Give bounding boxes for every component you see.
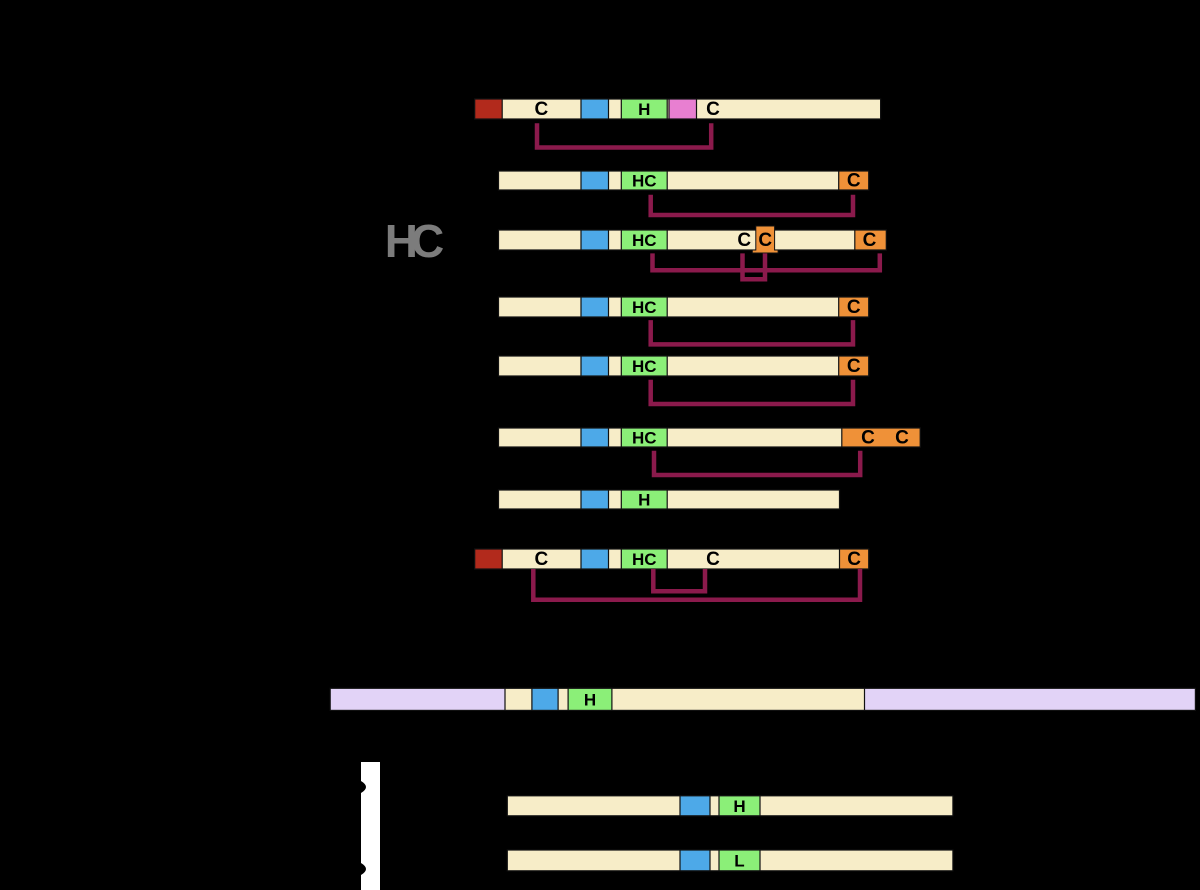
svg-text:C: C: [847, 171, 861, 192]
svg-text:C: C: [847, 549, 861, 570]
svg-text:C: C: [737, 230, 751, 251]
svg-text:L: L: [734, 851, 744, 870]
svg-text:C: C: [847, 356, 861, 377]
svg-text:C: C: [895, 428, 909, 449]
svg-text:C: C: [706, 549, 720, 570]
svg-text:H: H: [638, 100, 650, 119]
svg-text:HC: HC: [632, 298, 657, 317]
svg-text:HC: HC: [632, 357, 657, 376]
svg-text:HC: HC: [632, 550, 657, 569]
svg-text:C: C: [535, 549, 549, 570]
svg-text:H: H: [584, 690, 596, 709]
svg-text:HC: HC: [385, 215, 443, 267]
svg-text:C: C: [847, 297, 861, 318]
svg-text:HC: HC: [632, 429, 657, 448]
svg-text:HC: HC: [632, 231, 657, 250]
svg-text:C: C: [758, 230, 772, 251]
svg-text:C: C: [535, 99, 549, 120]
svg-text:HC: HC: [632, 172, 657, 191]
svg-text:H: H: [638, 491, 650, 510]
svg-text:C: C: [861, 428, 875, 449]
svg-text:C: C: [863, 230, 877, 251]
svg-text:C: C: [706, 99, 720, 120]
svg-text:H: H: [733, 797, 745, 816]
